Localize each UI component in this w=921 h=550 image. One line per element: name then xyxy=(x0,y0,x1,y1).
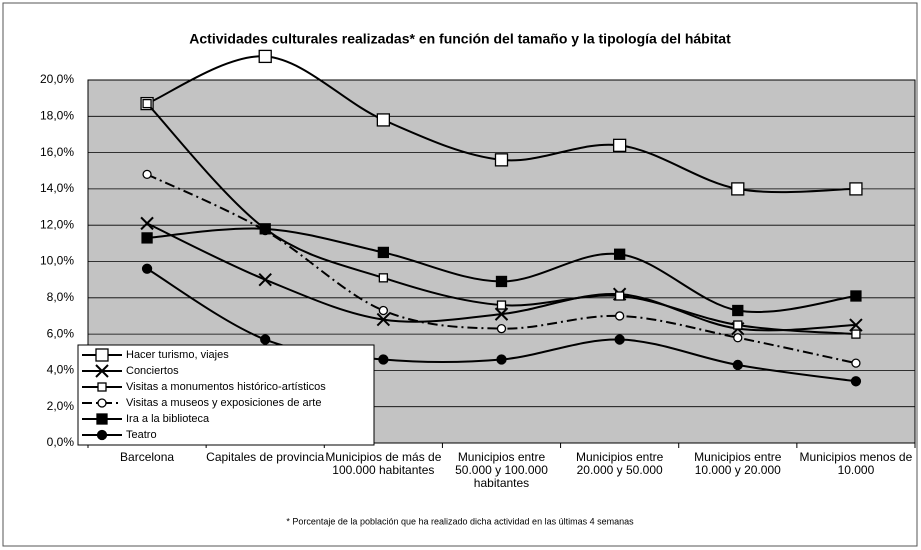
marker xyxy=(378,305,389,316)
marker xyxy=(496,354,507,365)
legend-marker xyxy=(95,348,109,362)
y-tick-label: 0,0% xyxy=(47,435,75,449)
y-tick-label: 8,0% xyxy=(47,290,75,304)
marker xyxy=(613,248,626,260)
marker xyxy=(849,318,863,332)
y-tick-label: 6,0% xyxy=(47,326,75,340)
legend-label: Conciertos xyxy=(126,365,179,377)
marker xyxy=(258,272,272,287)
marker xyxy=(142,169,152,180)
marker xyxy=(850,376,862,387)
marker xyxy=(378,273,389,283)
marker xyxy=(495,275,508,288)
x-tick-label: Capitales de provincia xyxy=(206,450,325,464)
legend-box xyxy=(77,344,375,446)
legend-label: Visitas a monumentos histórico-artístico… xyxy=(126,381,326,393)
marker xyxy=(614,311,625,321)
marker xyxy=(614,291,625,301)
marker xyxy=(376,113,391,127)
x-tick-label: Municipios menos de 10.000 xyxy=(799,450,913,477)
x-tick-label: Municipios entre 10.000 y 20.000 xyxy=(694,450,782,477)
marker xyxy=(259,223,271,235)
x-tick-label: Municipios entre 20.000 y 50.000 xyxy=(575,450,664,477)
y-tick-label: 10,0% xyxy=(40,254,74,268)
legend-marker xyxy=(95,364,109,378)
marker xyxy=(260,334,271,345)
y-tick-label: 12,0% xyxy=(40,217,74,231)
marker xyxy=(141,232,153,244)
marker xyxy=(496,300,507,310)
series-line xyxy=(146,173,857,365)
legend-label: Visitas a museos y exposiciones de arte xyxy=(126,397,321,409)
marker xyxy=(140,216,154,231)
marker xyxy=(732,304,744,317)
marker xyxy=(496,324,507,334)
x-tick-label: Barcelona xyxy=(120,450,175,464)
marker xyxy=(850,290,862,302)
marker xyxy=(378,354,389,365)
legend-label: Ira a la biblioteca xyxy=(126,413,210,425)
y-tick-label: 16,0% xyxy=(40,145,74,159)
marker xyxy=(614,334,625,345)
marker xyxy=(377,246,390,259)
marker xyxy=(851,358,861,368)
marker xyxy=(494,307,509,321)
y-tick-label: 18,0% xyxy=(40,108,74,122)
marker xyxy=(494,153,509,167)
marker xyxy=(733,320,743,330)
y-tick-label: 20,0% xyxy=(40,72,74,86)
x-tick-label: Municipios entre 50.000 y 100.000 habita… xyxy=(455,450,548,490)
marker xyxy=(258,49,272,64)
marker xyxy=(851,329,861,339)
legend-label: Hacer turismo, viajes xyxy=(126,349,229,361)
marker xyxy=(612,138,627,152)
y-tick-label: 4,0% xyxy=(47,363,75,377)
marker xyxy=(731,182,745,196)
marker xyxy=(733,333,743,343)
legend-marker xyxy=(97,382,107,392)
footnote: * Porcentaje de la población que ha real… xyxy=(286,516,634,526)
marker xyxy=(732,359,743,371)
y-tick-label: 14,0% xyxy=(40,181,74,195)
x-tick-label: Municipios de más de 100.000 habitantes xyxy=(325,450,442,477)
chart-title: Actividades culturales realizadas* en fu… xyxy=(189,31,731,47)
legend-label: Teatro xyxy=(126,429,157,441)
marker xyxy=(142,98,152,109)
marker xyxy=(849,182,863,196)
y-tick-label: 2,0% xyxy=(47,399,75,413)
legend-marker xyxy=(97,398,107,408)
marker xyxy=(376,312,391,327)
marker xyxy=(141,263,153,274)
legend-marker xyxy=(96,429,108,441)
legend-marker xyxy=(96,413,108,425)
